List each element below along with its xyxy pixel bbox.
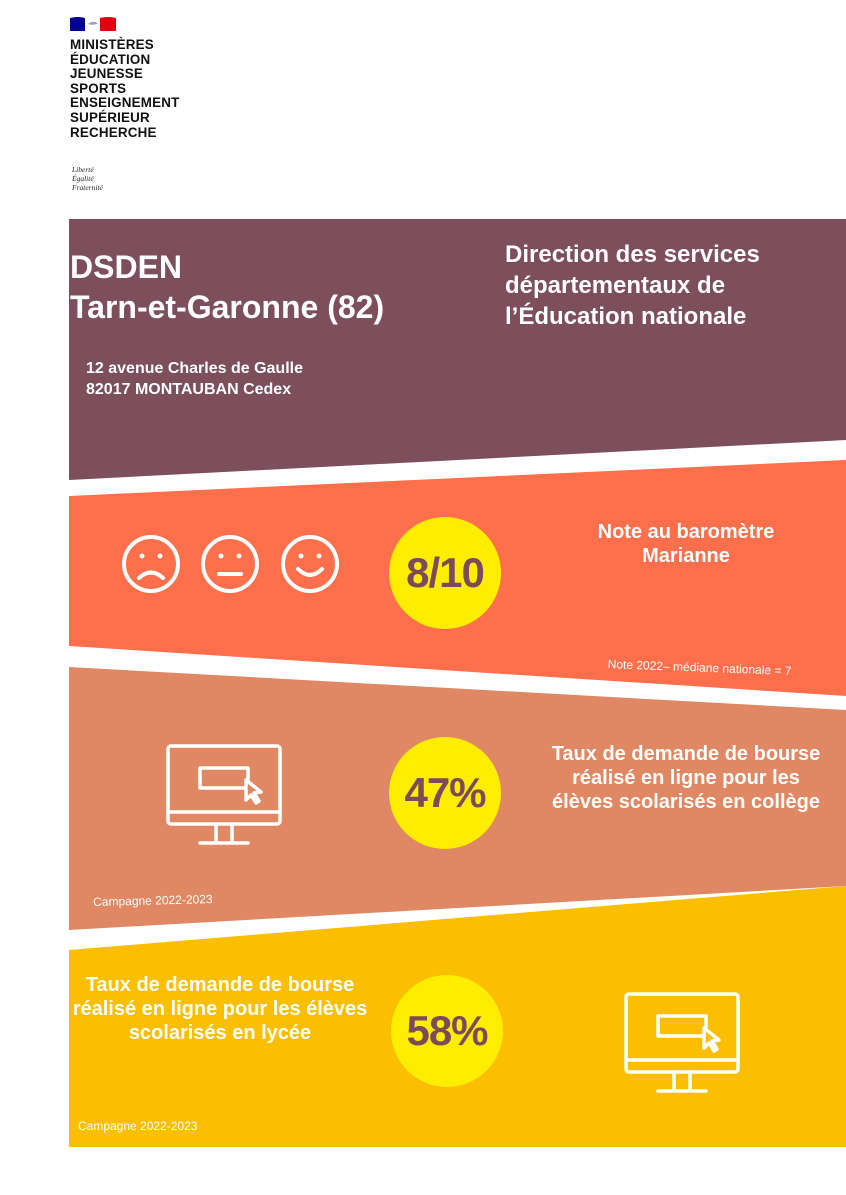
page-title: DSDEN	[70, 249, 183, 285]
french-flag-icon	[70, 17, 116, 31]
college-rate: 47%	[389, 737, 501, 849]
motto-line: Fraternité	[72, 183, 103, 192]
department-name: Tarn-et-Garonne (82)	[70, 289, 385, 325]
motto-line: Égalité	[72, 174, 94, 183]
republic-motto: Liberté Égalité Fraternité	[72, 165, 103, 192]
ministry-name: MINISTÈRES ÉDUCATION JEUNESSE SPORTS ENS…	[70, 37, 180, 140]
ministry-line: SPORTS	[70, 80, 127, 96]
computer-monitor-icon	[166, 744, 282, 845]
motto-line: Liberté	[72, 165, 94, 174]
college-label: Taux de demande de bourse réalisé en lig…	[551, 743, 821, 813]
address-line: 12 avenue Charles de Gaulle	[86, 360, 303, 377]
lycee-campaign: Campagne 2022-2023	[78, 1119, 198, 1133]
address: 12 avenue Charles de Gaulle 82017 MONTAU…	[86, 358, 303, 400]
sad-face-icon	[122, 535, 180, 593]
barometre-score: 8/10	[389, 517, 501, 629]
ministry-line: ENSEIGNEMENT	[70, 95, 180, 111]
ministry-line: JEUNESSE	[70, 66, 144, 82]
happy-face-icon	[281, 535, 339, 593]
address-line: 82017 MONTAUBAN Cedex	[86, 381, 292, 398]
direction-name: Direction des services départementaux de…	[505, 241, 760, 330]
ministry-line: ÉDUCATION	[70, 51, 151, 67]
lycee-label: Taux de demande de bourse réalisé en lig…	[72, 974, 368, 1044]
ministry-line: SUPÉRIEUR	[70, 109, 150, 125]
computer-monitor-icon	[624, 992, 740, 1093]
ministry-line: MINISTÈRES	[70, 37, 154, 52]
header-band	[69, 219, 846, 480]
satisfaction-faces	[122, 535, 339, 593]
lycee-rate: 58%	[391, 975, 503, 1087]
barometre-label: Note au baromètre Marianne	[597, 521, 775, 567]
college-campaign: Campagne 2022-2023	[93, 892, 213, 909]
neutral-face-icon	[201, 535, 259, 593]
ministry-line: RECHERCHE	[70, 124, 157, 140]
